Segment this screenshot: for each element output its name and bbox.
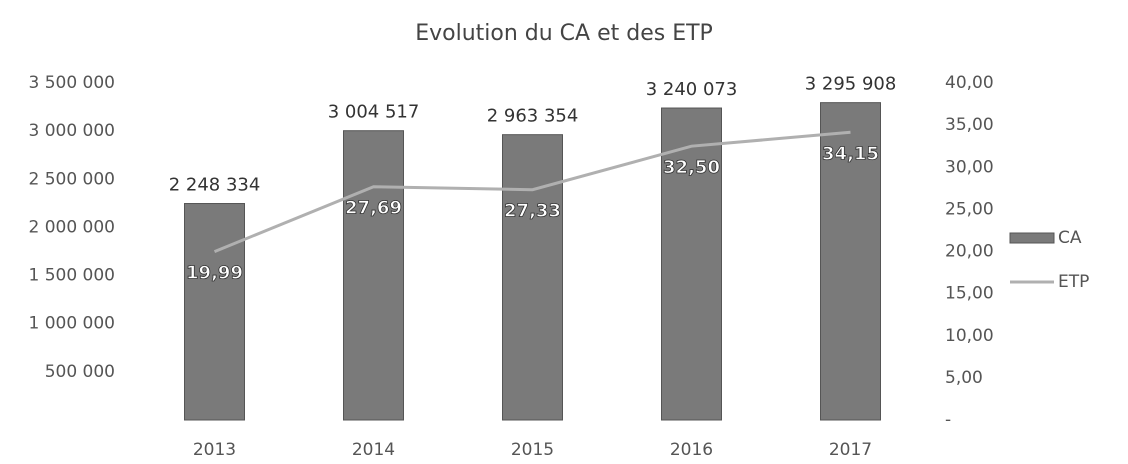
data-label: 32,50 — [663, 157, 720, 178]
data-label: 3 004 517 — [328, 102, 420, 123]
line — [213, 130, 851, 253]
x-tick-label: 2016 — [670, 440, 713, 460]
bar — [502, 134, 563, 421]
y-tick-label: 3 500 000 — [28, 73, 115, 93]
y-tick-label: 2 500 000 — [28, 169, 115, 189]
y2-tick-label: 10,00 — [945, 326, 994, 346]
y-tick-label: 1 000 000 — [28, 314, 115, 334]
y-tick-label: 500 000 — [45, 362, 115, 382]
x-tick-label: 2017 — [829, 440, 872, 460]
x-tick-label: 2013 — [193, 440, 236, 460]
y2-tick-label: 20,00 — [945, 242, 994, 262]
x-tick-label: 2015 — [511, 440, 554, 460]
bar — [343, 130, 404, 421]
data-label: 3 240 073 — [646, 79, 738, 100]
bar — [820, 102, 881, 421]
data-label: 3 295 908 — [805, 74, 897, 95]
data-label: 27,33 — [504, 201, 561, 222]
data-label: 34,15 — [822, 143, 879, 164]
chart-title: Evolution du CA et des ETP — [415, 21, 713, 46]
data-label: 2 963 354 — [487, 106, 579, 127]
y2-tick-label: 25,00 — [945, 199, 994, 219]
y2-tick-label: 30,00 — [945, 157, 994, 177]
y-tick-label: 3 000 000 — [28, 121, 115, 141]
data-label: 27,69 — [345, 198, 402, 219]
y2-tick-label: 5,00 — [945, 368, 983, 388]
x-tick-label: 2014 — [352, 440, 395, 460]
y2-tick-label: - — [945, 410, 951, 430]
data-label: 2 248 334 — [169, 175, 261, 196]
bar — [661, 107, 722, 421]
legend-label: CA — [1058, 228, 1082, 248]
y-tick-label: 2 000 000 — [28, 217, 115, 237]
legend-swatch — [1009, 232, 1055, 244]
y2-tick-label: 40,00 — [945, 73, 994, 93]
y2-tick-label: 15,00 — [945, 284, 994, 304]
bar — [184, 203, 245, 421]
data-label: 19,99 — [186, 263, 243, 284]
y-tick-label: 1 500 000 — [28, 266, 115, 286]
legend-label: ETP — [1058, 272, 1089, 292]
y2-tick-label: 35,00 — [945, 115, 994, 135]
